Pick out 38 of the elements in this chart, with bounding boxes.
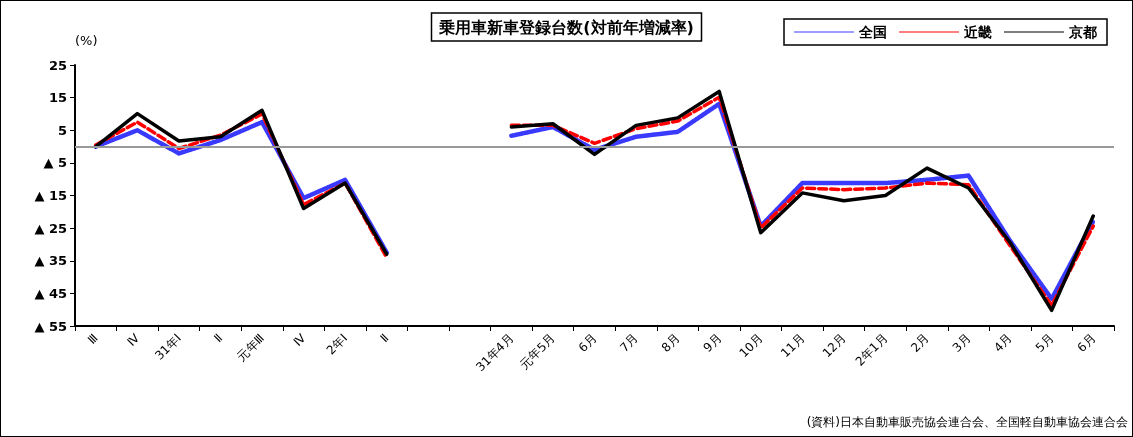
x-tick-label: Ⅲ	[84, 331, 101, 347]
x-tick-label: 12月	[819, 331, 849, 361]
x-tick-label: 2年1月	[852, 331, 891, 369]
x-tick-label: 11月	[778, 331, 808, 361]
x-tick-label: 2年Ⅰ	[323, 331, 351, 358]
x-tick-label: Ⅳ	[290, 331, 309, 349]
legend-label: 京都	[1068, 24, 1097, 40]
x-tick-label: 31年Ⅰ	[152, 331, 184, 363]
x-tick-label: 8月	[658, 331, 683, 355]
x-tick-label: 3月	[949, 331, 974, 355]
y-tick-label: ▲ 5	[43, 155, 67, 171]
x-tick-label: 7月	[617, 331, 642, 355]
text: (資料)日本自動車販売協会連合会、全国軽自動車協会連合会	[806, 415, 1129, 429]
y-tick-label: 5	[57, 122, 67, 138]
x-tick-label: 2月	[908, 331, 932, 355]
y-tick-label: 15	[48, 90, 67, 106]
x-tick-label: 4月	[991, 331, 1016, 355]
y-axis-title: (%)	[75, 33, 98, 48]
x-tick-label: 6月	[575, 331, 600, 355]
legend-label: 近畿	[963, 24, 992, 40]
x-tick-label: 元年Ⅲ	[234, 331, 267, 364]
y-tick-label: ▲ 35	[34, 253, 67, 269]
y-tick-label: ▲ 45	[34, 285, 67, 301]
x-tick-label: Ⅳ	[124, 331, 143, 349]
y-tick-label: ▲ 25	[34, 220, 67, 236]
y-tick-label: ▲ 55	[34, 318, 67, 334]
x-tick-label: 5月	[1032, 331, 1057, 355]
x-tick-label: 31年4月	[473, 331, 517, 375]
y-tick-label: ▲ 15	[34, 188, 67, 203]
x-tick-label: 10月	[736, 331, 766, 361]
x-tick-label: Ⅱ	[377, 331, 392, 346]
y-tick-label: 25	[48, 57, 67, 73]
legend-label: 全国	[858, 24, 887, 40]
x-tick-label: Ⅱ	[211, 331, 226, 346]
x-tick-label: 元年5月	[517, 331, 558, 372]
x-tick-label: 6月	[1074, 331, 1099, 355]
x-tick-label: 9月	[700, 331, 725, 355]
chart-title: 乗用車新車登録台数(対前年増減率)	[438, 17, 694, 37]
